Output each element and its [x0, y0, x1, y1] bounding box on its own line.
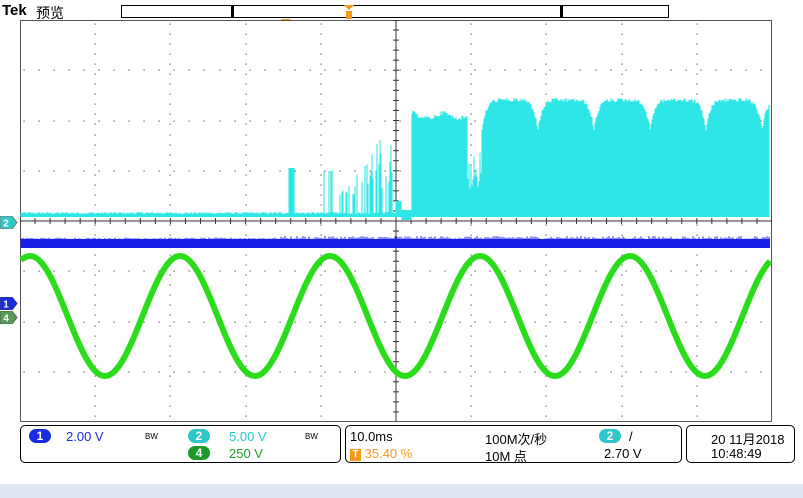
- sample-rate: 100M次/秒: [485, 432, 548, 447]
- record-view-left-tick: [232, 5, 234, 18]
- trigger-position: T 35.40 %: [350, 446, 412, 461]
- taskbar-strip: [0, 484, 803, 498]
- svg-text:2: 2: [3, 219, 9, 230]
- record-trigger-marker-icon: [344, 5, 354, 19]
- ch2-bandwidth-limit-icon: BW: [305, 432, 318, 441]
- record-view-window[interactable]: [231, 5, 563, 18]
- ch1-scale: 2.00 V: [66, 429, 104, 444]
- timebase-scale: 10.0ms: [350, 429, 393, 444]
- ch2-badge[interactable]: 2: [188, 429, 210, 443]
- ch1-badge[interactable]: 1: [29, 429, 51, 443]
- status-bar: 1 2.00 V BW 2 5.00 V BW 4 250 V 10.0ms T…: [20, 425, 795, 464]
- ch4-badge[interactable]: 4: [188, 446, 210, 460]
- trigger-source-badge[interactable]: 2: [599, 429, 621, 443]
- record-view-right-tick: [560, 5, 562, 18]
- trigger-position-icon: T: [350, 448, 361, 461]
- vertical-settings-panel[interactable]: 1 2.00 V BW 2 5.00 V BW 4 250 V: [20, 425, 341, 463]
- trigger-slope-icon: /: [629, 429, 633, 444]
- brand-logo: Tek: [2, 2, 27, 19]
- acquisition-mode: 预览: [36, 5, 64, 21]
- time-display: 10:48:49: [711, 446, 762, 461]
- ch2-scale: 5.00 V: [229, 429, 267, 444]
- ch1-reference-marker[interactable]: 1: [0, 297, 18, 310]
- datetime-panel: 20 11月2018 10:48:49: [686, 425, 795, 463]
- record-length: 10M 点: [485, 449, 527, 464]
- waveform-display[interactable]: [20, 20, 772, 422]
- trigger-level: 2.70 V: [604, 446, 642, 461]
- top-bar: Tek 预览: [0, 0, 803, 24]
- horizontal-trigger-panel[interactable]: 10.0ms T 35.40 % 100M次/秒 10M 点 2 / 2.70 …: [345, 425, 682, 464]
- svg-text:4: 4: [3, 314, 9, 325]
- ch4-scale: 250 V: [229, 446, 263, 461]
- ch4-reference-marker[interactable]: 4: [0, 311, 18, 324]
- ch2-trace: [20, 98, 770, 220]
- ch1-trace: [20, 236, 770, 248]
- svg-text:1: 1: [3, 300, 9, 311]
- ch1-bandwidth-limit-icon: BW: [145, 432, 158, 441]
- ch4-trace: [20, 253, 772, 379]
- ch2-reference-marker[interactable]: 2: [0, 216, 18, 229]
- date-display: 20 11月2018: [711, 432, 785, 447]
